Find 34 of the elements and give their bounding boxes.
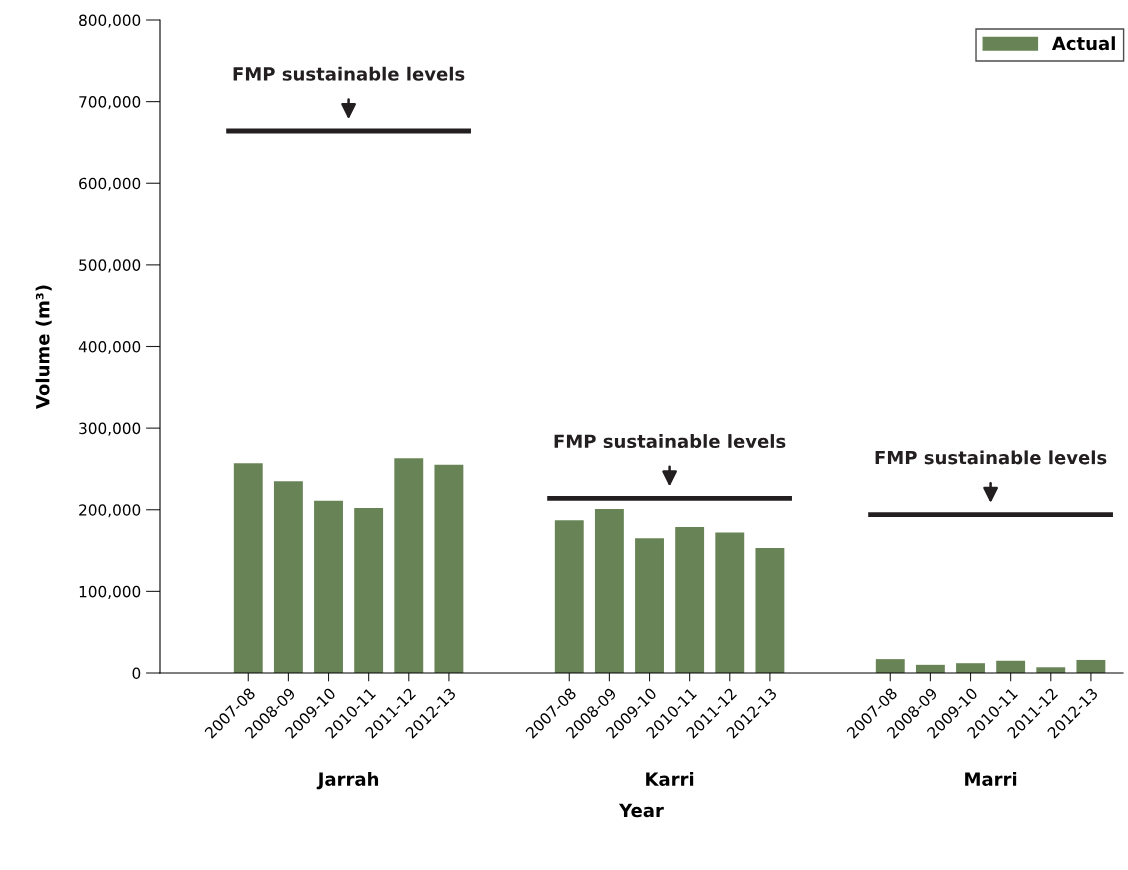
text: Marri [965, 772, 1017, 786]
bar [715, 532, 745, 673]
y-tick-label: 700,000 [79, 96, 141, 110]
y-tick-label: 400,000 [78, 340, 141, 355]
bar [354, 508, 384, 673]
y-tick-label: 0 [132, 667, 141, 680]
x-axis-title: Year [618, 803, 664, 818]
y-tick-label: 800,000 [79, 14, 141, 28]
bar [875, 659, 905, 673]
bar [594, 508, 624, 673]
y-tick-label: 600,000 [79, 177, 141, 191]
ref-line-label: FMP sustainable levels [233, 66, 465, 81]
bar [233, 463, 263, 673]
bar [635, 538, 664, 673]
y-tick-label: 100,000 [79, 585, 141, 599]
y-tick-label: 500,000 [79, 259, 141, 273]
text: Jarrah [316, 772, 379, 790]
y-tick-label: 300,000 [79, 422, 141, 436]
bar [554, 520, 584, 673]
bar [434, 464, 464, 673]
ref-line-label: FMP sustainable levels [875, 450, 1107, 465]
bar [273, 481, 303, 673]
bar [755, 548, 785, 673]
bar [1076, 659, 1106, 673]
bar [314, 500, 343, 673]
ref-line-label: FMP sustainable levels [554, 434, 786, 449]
bar [956, 663, 985, 673]
legend-label: Actual [1051, 36, 1115, 51]
text: Karri [646, 772, 694, 786]
bar [996, 660, 1026, 673]
y-tick-label: 200,000 [79, 504, 141, 518]
y-axis-title: Volume (m³) [35, 285, 52, 409]
bar [675, 526, 705, 673]
bar [394, 458, 424, 673]
